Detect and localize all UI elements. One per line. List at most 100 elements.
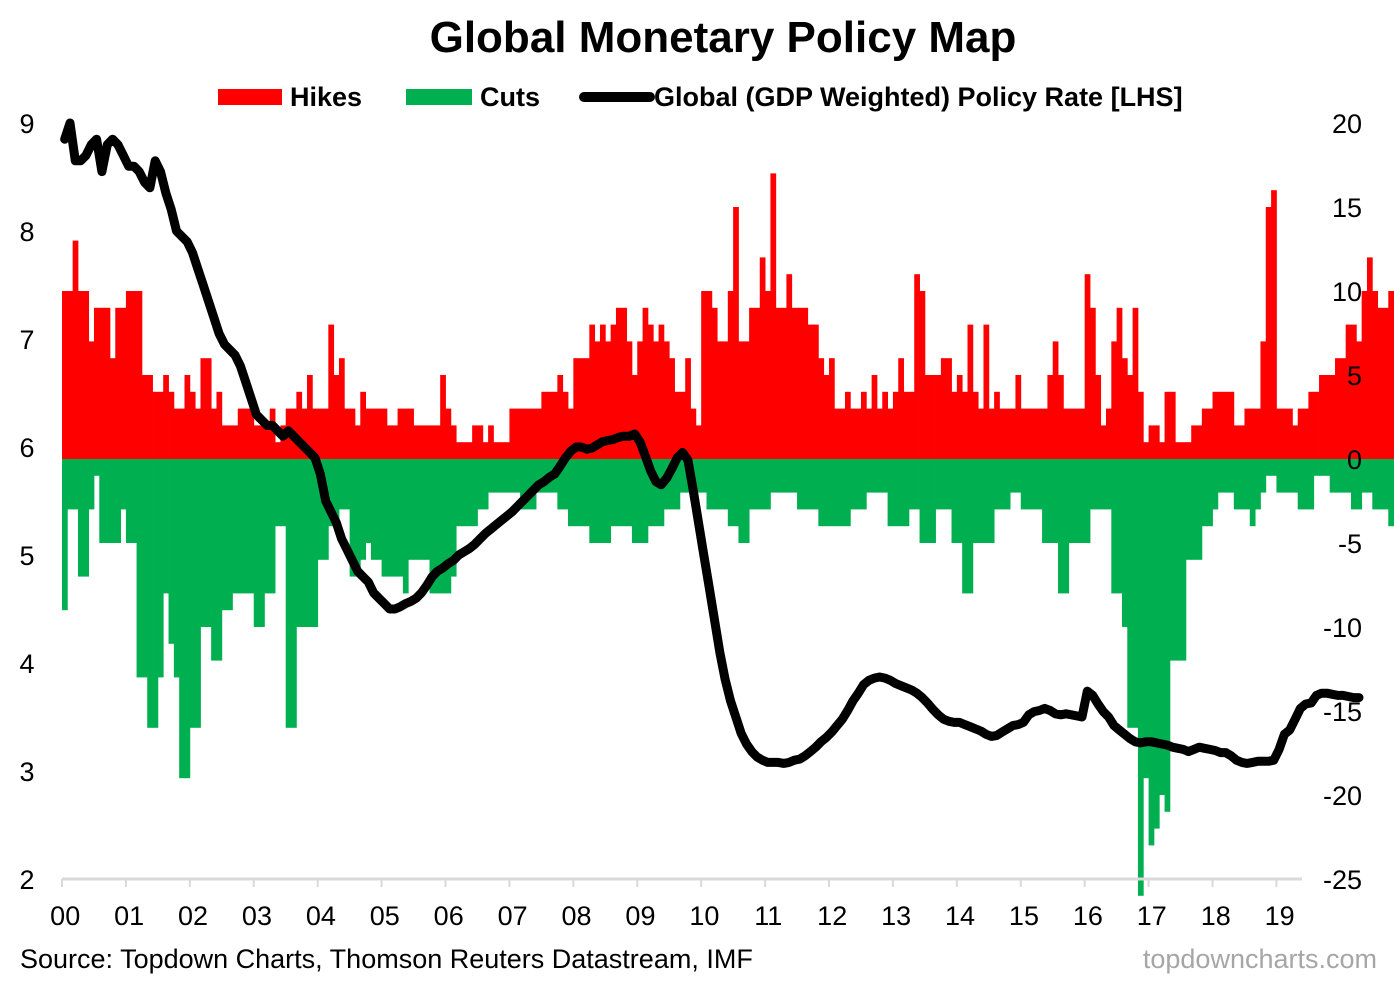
cut-bar <box>200 459 207 627</box>
cut-bar <box>1255 459 1261 510</box>
cut-bar <box>450 459 457 577</box>
cut-bar <box>797 459 803 510</box>
cut-bar <box>669 459 675 510</box>
cut-bar <box>908 459 915 510</box>
hike-bar <box>1143 442 1149 459</box>
cut-bar <box>354 459 361 577</box>
hike-bar <box>1329 375 1336 459</box>
x-tick-label: 17 <box>1137 901 1167 931</box>
cut-bar <box>1191 459 1197 560</box>
hike-bar <box>871 375 878 459</box>
hike-bar <box>1090 307 1096 459</box>
cut-bar <box>1308 459 1315 510</box>
hike-bar <box>1148 425 1155 459</box>
hike-bar <box>749 307 755 459</box>
cut-bar <box>882 459 888 493</box>
hike-bar <box>312 408 319 459</box>
hike-bar <box>956 375 963 459</box>
cut-bar <box>1297 459 1304 510</box>
cut-bar <box>440 459 446 594</box>
hike-bar <box>1058 375 1064 459</box>
cut-bar <box>999 459 1006 510</box>
hike-bar <box>546 391 553 459</box>
cut-bar <box>259 459 265 627</box>
hike-bar <box>397 408 404 459</box>
cut-bar <box>72 459 79 510</box>
cut-bar <box>291 459 297 728</box>
hike-bar <box>914 274 920 459</box>
cut-bar <box>924 459 931 543</box>
hike-bar <box>1015 375 1022 459</box>
hike-bar <box>1175 442 1181 459</box>
hike-bar <box>621 307 628 459</box>
cut-bar <box>637 459 643 543</box>
hike-bar <box>440 375 446 459</box>
hike-bar <box>243 408 249 459</box>
cut-bar <box>1377 459 1384 510</box>
cut-bar <box>621 459 628 527</box>
cut-bar <box>1143 459 1149 779</box>
hike-bar <box>1100 425 1107 459</box>
cut-bar <box>1137 459 1144 896</box>
hike-bar <box>1303 408 1309 459</box>
cut-bar <box>754 459 761 510</box>
cut-bar <box>285 459 292 728</box>
cut-bar <box>381 459 388 577</box>
cut-bar <box>717 459 723 510</box>
policy-rate-line <box>60 118 1364 768</box>
cut-bar <box>1335 459 1341 493</box>
cut-bar <box>626 459 633 527</box>
cut-bar <box>855 459 862 510</box>
cut-bar <box>392 459 398 577</box>
cut-bar <box>1276 459 1283 493</box>
brand-watermark[interactable]: topdowncharts.com <box>1143 944 1377 974</box>
hike-bar <box>179 408 185 459</box>
hike-bar <box>1196 425 1203 459</box>
x-tick-label: 15 <box>1009 901 1039 931</box>
cut-bar <box>248 459 255 594</box>
cut-bar <box>733 459 739 527</box>
hike-bar <box>791 307 798 459</box>
cut-bar <box>163 459 169 594</box>
hike-bar <box>924 375 931 459</box>
cut-bar <box>727 459 734 527</box>
cut-bar <box>914 459 920 510</box>
hike-bar <box>599 324 606 459</box>
cut-bar <box>365 459 372 543</box>
cut-bar <box>1356 459 1363 510</box>
cut-bar <box>402 459 409 594</box>
hike-bar <box>1191 425 1197 459</box>
x-tick-label: 18 <box>1201 901 1231 931</box>
hike-bar <box>301 408 308 459</box>
hike-bar <box>1212 391 1219 459</box>
cut-bar <box>876 459 883 493</box>
hike-bar <box>237 408 244 459</box>
hike-bar <box>1153 425 1160 459</box>
hike-bar <box>99 307 106 459</box>
hike-bar <box>120 307 127 459</box>
x-tick-label: 02 <box>178 901 208 931</box>
hike-bar <box>509 408 516 459</box>
cut-bar <box>1127 459 1134 728</box>
hike-bar <box>328 324 335 459</box>
hike-bar <box>1271 190 1277 459</box>
cut-bar <box>679 459 686 493</box>
cut-bar <box>349 459 356 577</box>
cut-bar <box>493 459 500 493</box>
x-tick-label: 16 <box>1073 901 1103 931</box>
hike-bar <box>1159 442 1165 459</box>
hike-bar <box>1217 391 1224 459</box>
cut-bar <box>695 459 702 493</box>
hike-bar <box>1169 391 1176 459</box>
cut-bar <box>221 459 228 611</box>
hike-bar <box>1356 341 1363 459</box>
cut-bar <box>770 459 777 493</box>
cut-bar <box>1244 459 1251 510</box>
left-tick-label: 5 <box>19 541 34 571</box>
cut-bar <box>988 459 995 543</box>
cut-bar <box>77 459 84 577</box>
cut-bar <box>131 459 137 543</box>
hike-bar <box>892 391 899 459</box>
x-axis-ticks: 00 01 02 03 04 05 06 07 08 09 10 11 12 13 14 15 16 17 18 19 <box>50 879 1295 931</box>
hike-bar <box>429 425 436 459</box>
